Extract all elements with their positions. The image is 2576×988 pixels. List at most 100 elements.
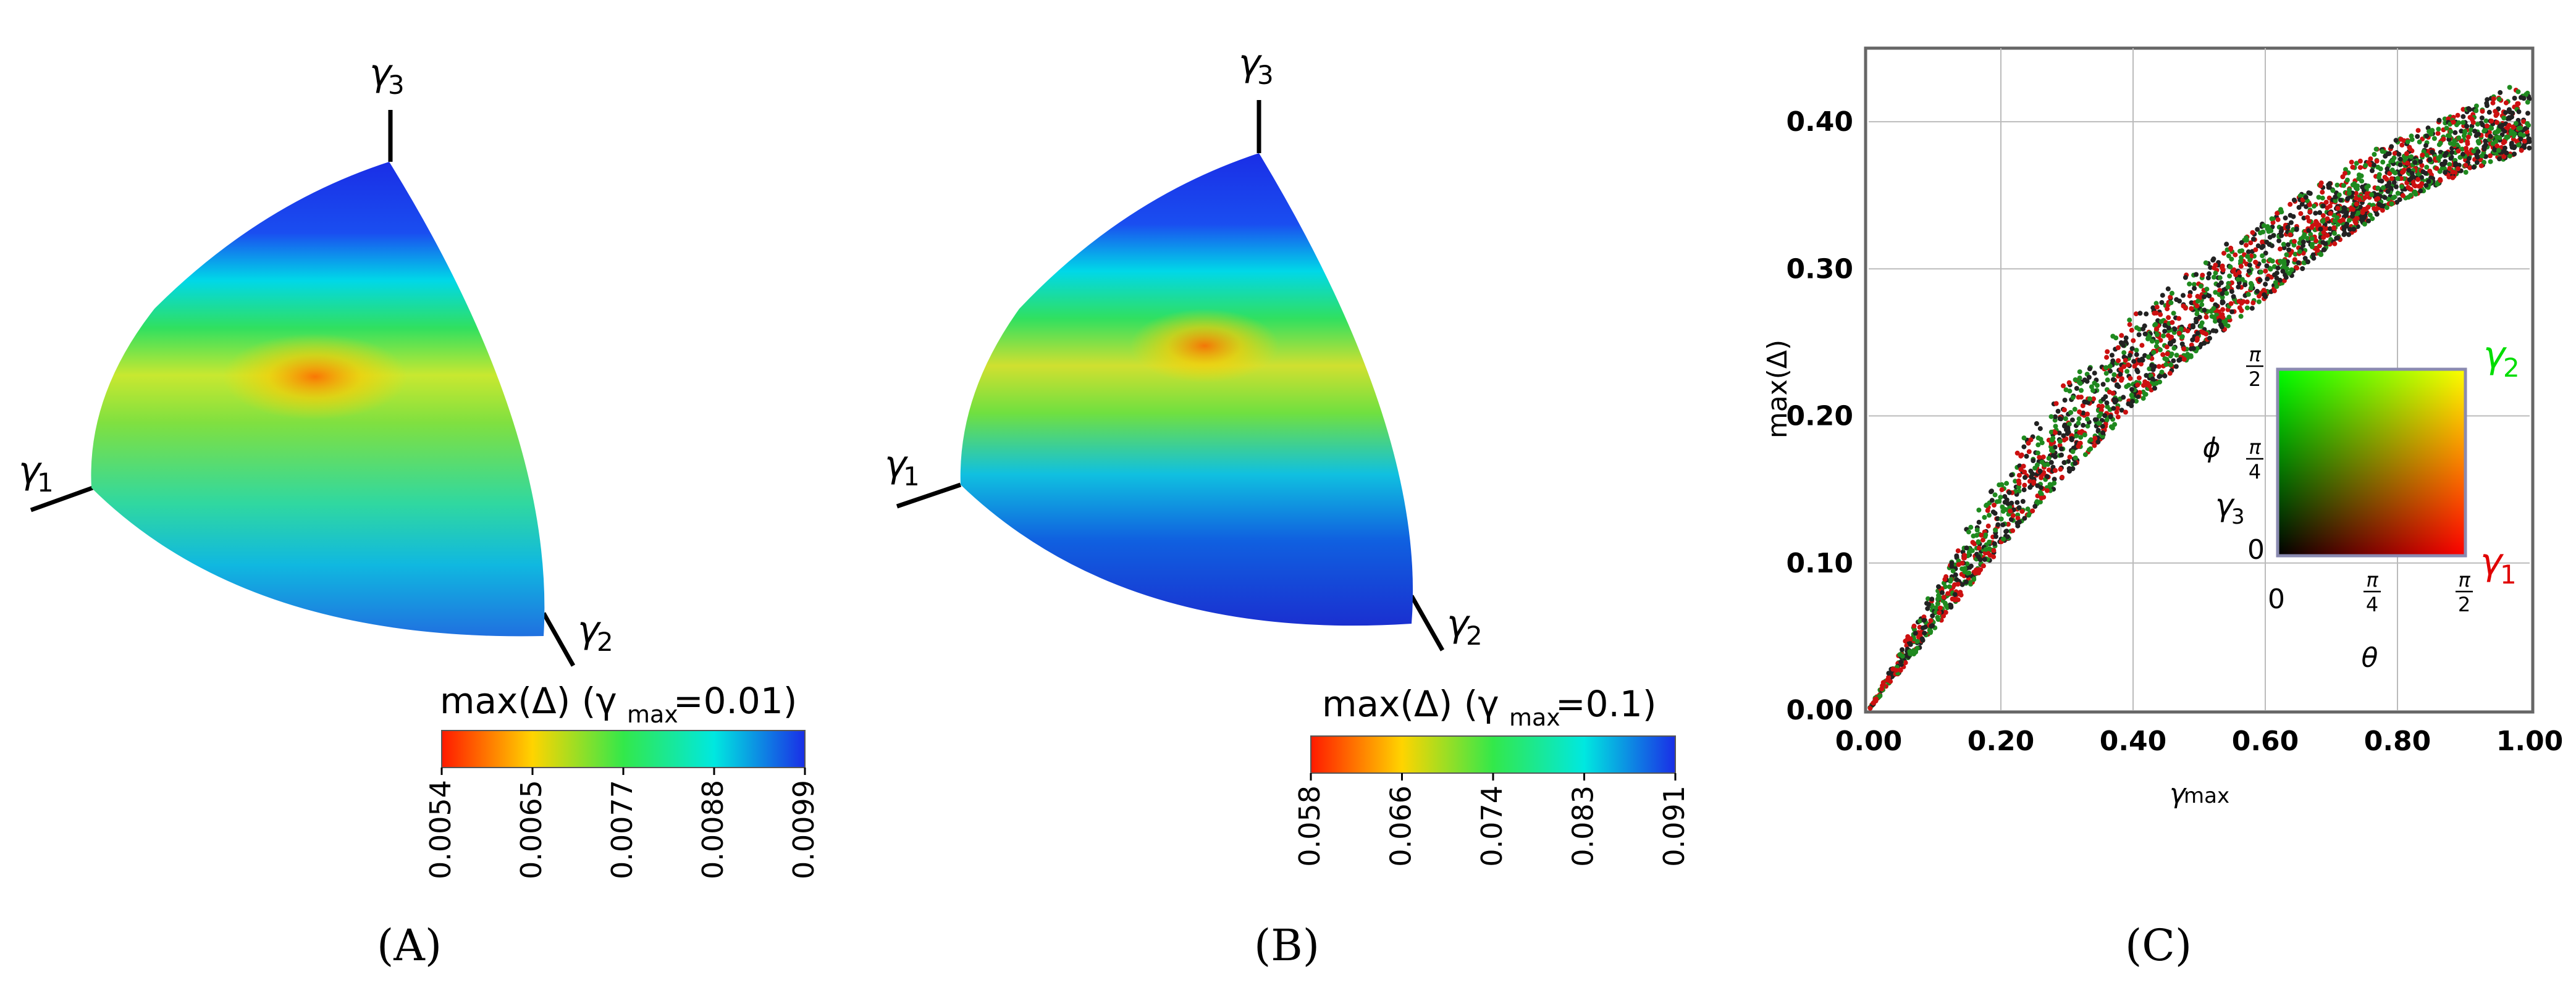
scatter-point — [2110, 358, 2116, 364]
scatter-point — [1993, 527, 1998, 533]
scatter-point — [2448, 129, 2454, 134]
scatter-point — [2096, 421, 2102, 426]
scatter-point — [1994, 499, 2000, 504]
scatter-point — [2361, 215, 2367, 220]
scatter-point — [2213, 302, 2218, 308]
scatter-point — [2288, 201, 2293, 207]
scatter-point — [2147, 366, 2152, 372]
scatter-point — [2002, 494, 2008, 500]
scatter-point — [2246, 291, 2251, 297]
scatter-point — [2070, 395, 2076, 400]
scatter-point — [2263, 294, 2268, 299]
scatter-point — [1948, 577, 1954, 582]
scatter-point — [2261, 258, 2267, 264]
scatter-point — [2281, 264, 2287, 269]
scatter-point — [2058, 466, 2063, 472]
scatter-point — [2436, 127, 2441, 132]
scatter-point — [2320, 203, 2326, 209]
scatter-point — [2399, 136, 2404, 142]
gamma2-axis-a — [541, 612, 576, 667]
scatter-point — [2405, 139, 2410, 144]
scatter-point — [2123, 335, 2129, 341]
scatter-point — [2379, 203, 2384, 209]
gamma2-label-a: γ 2 — [578, 608, 613, 657]
scatter-point — [1900, 647, 1905, 653]
x-axis-label-sub: max — [2184, 784, 2229, 808]
scatter-point — [2040, 454, 2046, 460]
scatter-point — [2309, 225, 2315, 230]
scatter-point — [2076, 421, 2081, 426]
scatter-point — [2233, 272, 2239, 277]
scatter-point — [1997, 482, 2002, 488]
scatter-point — [2129, 393, 2134, 398]
scatter-point — [2220, 300, 2225, 306]
scatter-point — [2309, 236, 2315, 241]
scatter-point — [2104, 354, 2110, 360]
scatter-point — [2313, 219, 2319, 224]
scatter-point — [2396, 151, 2402, 157]
scatter-point — [2338, 218, 2343, 224]
scatter-point — [2158, 373, 2163, 379]
scatter-point — [2136, 332, 2142, 337]
colorbar-tick-label: 0.0065 — [515, 780, 548, 879]
scatter-point — [2053, 430, 2058, 435]
scatter-point — [2159, 299, 2165, 305]
scatter-point — [1966, 529, 1971, 535]
scatter-point — [2412, 189, 2418, 195]
scatter-point — [2236, 284, 2241, 290]
scatter-point — [1964, 545, 1969, 551]
scatter-point — [2302, 232, 2307, 238]
scatter-point — [2131, 359, 2137, 364]
scatter-point — [1928, 630, 1933, 635]
scatter-point — [1982, 550, 1988, 556]
scatter-point — [2179, 334, 2185, 340]
scatter-point — [2437, 169, 2443, 174]
scatter-point — [2118, 372, 2123, 377]
scatter-point — [2318, 183, 2323, 188]
scatter-point — [2086, 375, 2092, 380]
scatter-point — [2160, 352, 2166, 358]
colorbar-ticks-a: 0.0054 0.0065 0.0077 0.0088 0.0099 — [424, 768, 820, 879]
panel-label-b: (B) — [1254, 920, 1320, 971]
scatter-point — [2436, 156, 2441, 161]
scatter-point — [2502, 139, 2507, 144]
scatter-point — [2415, 128, 2421, 133]
scatter-point — [2343, 167, 2348, 172]
scatter-point — [2017, 519, 2022, 525]
scatter-point — [1953, 597, 1958, 603]
scatter-point — [2165, 351, 2170, 356]
scatter-point — [2068, 410, 2074, 416]
scatter-point — [2250, 300, 2256, 306]
scatter-point — [2154, 304, 2160, 310]
scatter-point — [1888, 679, 1893, 684]
scatter-point — [2294, 227, 2299, 232]
scatter-point — [2385, 189, 2391, 194]
gamma2-text-a: γ — [578, 608, 602, 651]
scatter-point — [2073, 377, 2078, 382]
scatter-point — [2475, 139, 2481, 144]
scatter-point — [2168, 362, 2174, 367]
scatter-point — [2271, 288, 2277, 293]
scatter-point — [2246, 249, 2251, 254]
scatter-point — [2021, 435, 2027, 441]
scatter-point — [2460, 151, 2465, 157]
scatter-point — [1992, 541, 1997, 546]
scatter-point — [2258, 269, 2263, 275]
scatter-point — [2423, 143, 2428, 148]
scatter-point — [2507, 85, 2512, 90]
scatter-point — [2226, 314, 2232, 320]
scatter-point — [2149, 338, 2155, 344]
scatter-point — [2349, 159, 2354, 165]
scatter-point — [2153, 326, 2159, 332]
scatter-point — [2085, 411, 2090, 417]
scatter-point — [2021, 487, 2027, 493]
scatter-point — [2152, 322, 2158, 328]
scatter-point — [2037, 468, 2043, 474]
scatter-point — [2166, 315, 2171, 320]
scatter-point — [2270, 220, 2276, 225]
scatter-point — [2427, 128, 2432, 134]
scatter-point — [2309, 244, 2315, 249]
scatter-point — [2008, 517, 2014, 522]
inset-x-label: θ — [2362, 642, 2378, 674]
